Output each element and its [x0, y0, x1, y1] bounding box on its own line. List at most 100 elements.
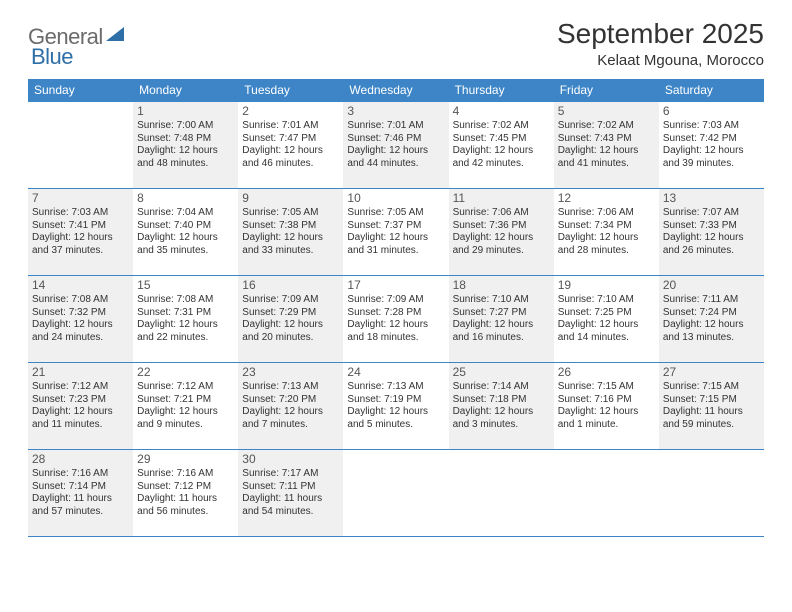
- calendar-cell: 29Sunrise: 7:16 AMSunset: 7:12 PMDayligh…: [133, 450, 238, 536]
- day-number: 20: [663, 278, 760, 293]
- daylight1-text: Daylight: 11 hours: [32, 493, 129, 506]
- calendar-cell: 17Sunrise: 7:09 AMSunset: 7:28 PMDayligh…: [343, 276, 448, 362]
- sunrise-text: Sunrise: 7:13 AM: [242, 381, 339, 394]
- day-number: 15: [137, 278, 234, 293]
- daylight2-text: and 56 minutes.: [137, 506, 234, 519]
- sunrise-text: Sunrise: 7:06 AM: [558, 207, 655, 220]
- sunrise-text: Sunrise: 7:09 AM: [242, 294, 339, 307]
- page-subtitle: Kelaat Mgouna, Morocco: [557, 52, 764, 69]
- calendar-cell: 5Sunrise: 7:02 AMSunset: 7:43 PMDaylight…: [554, 102, 659, 188]
- day-number: 13: [663, 191, 760, 206]
- sunset-text: Sunset: 7:19 PM: [347, 394, 444, 407]
- daylight2-text: and 18 minutes.: [347, 332, 444, 345]
- sunset-text: Sunset: 7:43 PM: [558, 133, 655, 146]
- daylight2-text: and 54 minutes.: [242, 506, 339, 519]
- day-header: Saturday: [659, 79, 764, 102]
- sunset-text: Sunset: 7:24 PM: [663, 307, 760, 320]
- day-number: 6: [663, 104, 760, 119]
- calendar-cell: 6Sunrise: 7:03 AMSunset: 7:42 PMDaylight…: [659, 102, 764, 188]
- day-number: 2: [242, 104, 339, 119]
- day-number: 21: [32, 365, 129, 380]
- daylight1-text: Daylight: 12 hours: [558, 406, 655, 419]
- calendar-cell: 2Sunrise: 7:01 AMSunset: 7:47 PMDaylight…: [238, 102, 343, 188]
- daylight1-text: Daylight: 12 hours: [558, 145, 655, 158]
- day-number: 11: [453, 191, 550, 206]
- sunset-text: Sunset: 7:15 PM: [663, 394, 760, 407]
- sunrise-text: Sunrise: 7:01 AM: [347, 120, 444, 133]
- calendar: Sunday Monday Tuesday Wednesday Thursday…: [28, 79, 764, 537]
- sunset-text: Sunset: 7:36 PM: [453, 220, 550, 233]
- sunset-text: Sunset: 7:41 PM: [32, 220, 129, 233]
- calendar-cell: 20Sunrise: 7:11 AMSunset: 7:24 PMDayligh…: [659, 276, 764, 362]
- sunset-text: Sunset: 7:18 PM: [453, 394, 550, 407]
- week-row: 7Sunrise: 7:03 AMSunset: 7:41 PMDaylight…: [28, 189, 764, 276]
- daylight1-text: Daylight: 11 hours: [242, 493, 339, 506]
- calendar-cell: 27Sunrise: 7:15 AMSunset: 7:15 PMDayligh…: [659, 363, 764, 449]
- sunrise-text: Sunrise: 7:12 AM: [137, 381, 234, 394]
- daylight2-text: and 1 minute.: [558, 419, 655, 432]
- day-number: 18: [453, 278, 550, 293]
- daylight2-text: and 5 minutes.: [347, 419, 444, 432]
- sunset-text: Sunset: 7:29 PM: [242, 307, 339, 320]
- sunrise-text: Sunrise: 7:15 AM: [558, 381, 655, 394]
- sunset-text: Sunset: 7:37 PM: [347, 220, 444, 233]
- daylight1-text: Daylight: 12 hours: [137, 406, 234, 419]
- daylight2-text: and 48 minutes.: [137, 158, 234, 171]
- calendar-cell: 26Sunrise: 7:15 AMSunset: 7:16 PMDayligh…: [554, 363, 659, 449]
- day-number: 16: [242, 278, 339, 293]
- daylight2-text: and 31 minutes.: [347, 245, 444, 258]
- sunrise-text: Sunrise: 7:16 AM: [32, 468, 129, 481]
- sunrise-text: Sunrise: 7:12 AM: [32, 381, 129, 394]
- sunset-text: Sunset: 7:33 PM: [663, 220, 760, 233]
- sunset-text: Sunset: 7:21 PM: [137, 394, 234, 407]
- page-title: September 2025: [557, 18, 764, 50]
- logo-triangle-icon: [106, 27, 124, 46]
- day-header: Wednesday: [343, 79, 448, 102]
- calendar-cell: 9Sunrise: 7:05 AMSunset: 7:38 PMDaylight…: [238, 189, 343, 275]
- sunrise-text: Sunrise: 7:03 AM: [663, 120, 760, 133]
- daylight1-text: Daylight: 12 hours: [137, 232, 234, 245]
- sunrise-text: Sunrise: 7:08 AM: [137, 294, 234, 307]
- sunset-text: Sunset: 7:28 PM: [347, 307, 444, 320]
- daylight2-text: and 46 minutes.: [242, 158, 339, 171]
- calendar-cell: 18Sunrise: 7:10 AMSunset: 7:27 PMDayligh…: [449, 276, 554, 362]
- daylight2-text: and 37 minutes.: [32, 245, 129, 258]
- header: General September 2025 Kelaat Mgouna, Mo…: [28, 18, 764, 69]
- calendar-cell: 15Sunrise: 7:08 AMSunset: 7:31 PMDayligh…: [133, 276, 238, 362]
- day-header-row: Sunday Monday Tuesday Wednesday Thursday…: [28, 79, 764, 102]
- daylight2-text: and 9 minutes.: [137, 419, 234, 432]
- daylight1-text: Daylight: 12 hours: [453, 406, 550, 419]
- sunset-text: Sunset: 7:46 PM: [347, 133, 444, 146]
- logo-text-blue: Blue: [31, 44, 73, 69]
- sunset-text: Sunset: 7:27 PM: [453, 307, 550, 320]
- sunrise-text: Sunrise: 7:15 AM: [663, 381, 760, 394]
- sunset-text: Sunset: 7:20 PM: [242, 394, 339, 407]
- sunset-text: Sunset: 7:34 PM: [558, 220, 655, 233]
- daylight2-text: and 16 minutes.: [453, 332, 550, 345]
- daylight2-text: and 59 minutes.: [663, 419, 760, 432]
- sunrise-text: Sunrise: 7:14 AM: [453, 381, 550, 394]
- calendar-cell: 12Sunrise: 7:06 AMSunset: 7:34 PMDayligh…: [554, 189, 659, 275]
- daylight1-text: Daylight: 12 hours: [558, 232, 655, 245]
- calendar-cell: 25Sunrise: 7:14 AMSunset: 7:18 PMDayligh…: [449, 363, 554, 449]
- day-number: 27: [663, 365, 760, 380]
- daylight1-text: Daylight: 12 hours: [453, 145, 550, 158]
- day-number: 23: [242, 365, 339, 380]
- calendar-cell: 22Sunrise: 7:12 AMSunset: 7:21 PMDayligh…: [133, 363, 238, 449]
- sunrise-text: Sunrise: 7:16 AM: [137, 468, 234, 481]
- daylight1-text: Daylight: 12 hours: [32, 319, 129, 332]
- daylight1-text: Daylight: 12 hours: [242, 319, 339, 332]
- sunset-text: Sunset: 7:12 PM: [137, 481, 234, 494]
- sunrise-text: Sunrise: 7:01 AM: [242, 120, 339, 133]
- daylight2-text: and 26 minutes.: [663, 245, 760, 258]
- sunset-text: Sunset: 7:45 PM: [453, 133, 550, 146]
- daylight2-text: and 22 minutes.: [137, 332, 234, 345]
- day-number: 3: [347, 104, 444, 119]
- calendar-cell: 3Sunrise: 7:01 AMSunset: 7:46 PMDaylight…: [343, 102, 448, 188]
- calendar-cell: 1Sunrise: 7:00 AMSunset: 7:48 PMDaylight…: [133, 102, 238, 188]
- day-header: Monday: [133, 79, 238, 102]
- sunset-text: Sunset: 7:32 PM: [32, 307, 129, 320]
- day-number: 12: [558, 191, 655, 206]
- sunset-text: Sunset: 7:11 PM: [242, 481, 339, 494]
- day-header: Friday: [554, 79, 659, 102]
